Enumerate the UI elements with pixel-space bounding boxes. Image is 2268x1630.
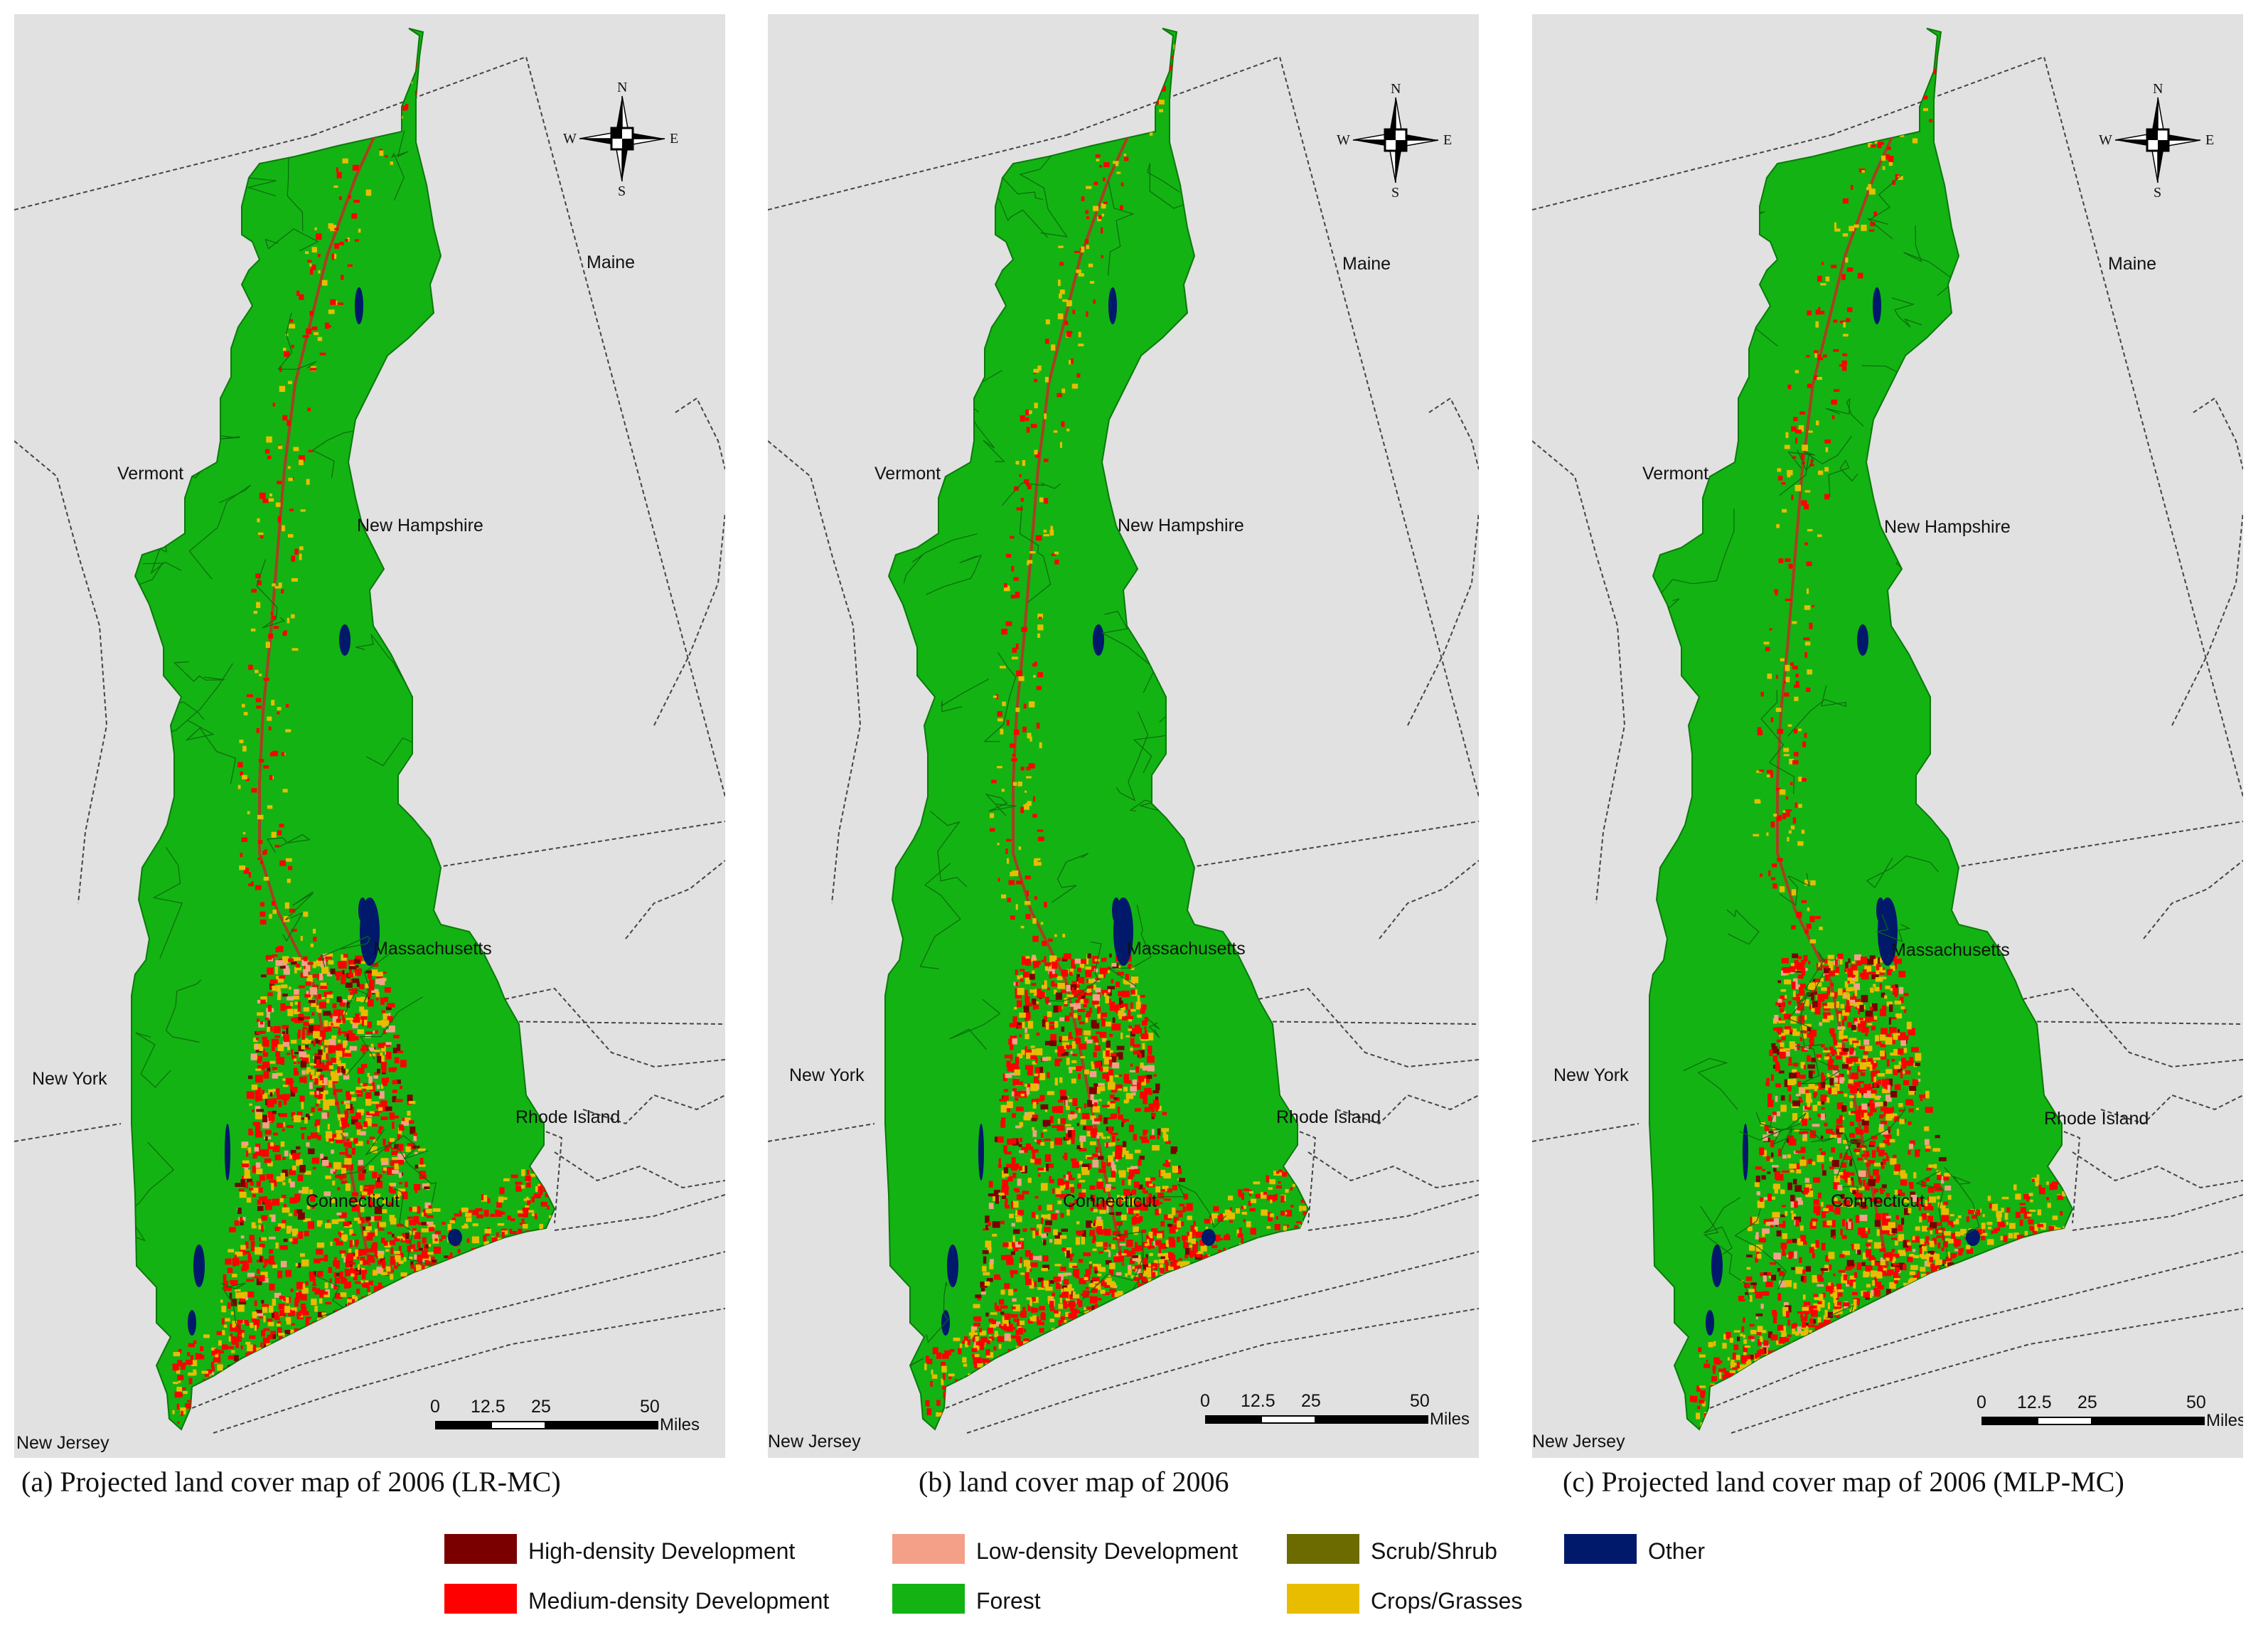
legend-label: Crops/Grasses	[1371, 1588, 1523, 1614]
label-vermont: Vermont	[1642, 464, 1709, 484]
label-rhode-island: Rhode Island	[1276, 1107, 1381, 1127]
map-panel-a: Maine Vermont New Hampshire Massachusett…	[14, 14, 725, 1458]
label-massachusetts: Massachusetts	[1891, 940, 2010, 960]
label-new-jersey: New Jersey	[16, 1433, 109, 1453]
caption-panel-a: (a) Projected land cover map of 2006 (LR…	[21, 1466, 561, 1498]
compass-west: W	[2099, 132, 2112, 148]
compass-north: N	[617, 80, 628, 95]
compass-east: E	[670, 131, 679, 147]
compass-south: S	[618, 183, 626, 199]
legend-label: Other	[1648, 1538, 1706, 1564]
scale-tick-0: 0	[430, 1397, 440, 1417]
label-vermont: Vermont	[117, 464, 184, 484]
scale-tick-25: 25	[531, 1397, 551, 1417]
scale-tick-50: 50	[640, 1397, 660, 1417]
compass-west: W	[563, 131, 577, 147]
legend-swatch	[892, 1584, 965, 1614]
scale-bar: 0 12.5 25 50 Miles	[1977, 1392, 2243, 1435]
scale-bar: 0 12.5 25 50 Miles	[1200, 1391, 1470, 1434]
label-new-york: New York	[789, 1065, 865, 1085]
legend-swatch	[892, 1534, 965, 1564]
caption-panel-b: (b) land cover map of 2006	[919, 1466, 1229, 1498]
label-connecticut: Connecticut	[1063, 1191, 1157, 1211]
label-new-hampshire: New Hampshire	[1884, 517, 2011, 537]
north-arrow-icon: N S E W	[563, 80, 679, 199]
scale-unit: Miles	[1430, 1410, 1470, 1429]
label-connecticut: Connecticut	[306, 1191, 400, 1211]
label-massachusetts: Massachusetts	[1127, 939, 1246, 959]
compass-south: S	[1391, 185, 1400, 201]
scale-tick-12-5: 12.5	[471, 1397, 506, 1417]
scale-tick-12-5: 12.5	[2017, 1392, 2052, 1412]
scale-tick-0: 0	[1200, 1391, 1210, 1411]
legend-label: Forest	[976, 1588, 1041, 1614]
scale-tick-12-5: 12.5	[1241, 1391, 1275, 1411]
label-new-york: New York	[1553, 1065, 1629, 1085]
scale-tick-25: 25	[1301, 1391, 1321, 1411]
label-rhode-island: Rhode Island	[515, 1107, 621, 1127]
compass-east: E	[1443, 132, 1453, 148]
scale-unit: Miles	[660, 1415, 700, 1434]
legend-label: Scrub/Shrub	[1371, 1538, 1497, 1564]
scale-tick-50: 50	[2186, 1392, 2206, 1412]
legend-swatch	[444, 1584, 517, 1614]
legend-swatch	[1287, 1584, 1359, 1614]
scale-tick-0: 0	[1977, 1392, 1986, 1412]
map-panel-b: Maine Vermont New Hampshire Massachusett…	[768, 14, 1479, 1458]
scale-unit: Miles	[2206, 1411, 2243, 1430]
label-new-jersey: New Jersey	[1532, 1432, 1625, 1451]
scale-tick-50: 50	[1410, 1391, 1430, 1411]
compass-east: E	[2205, 132, 2215, 148]
caption-panel-c: (c) Projected land cover map of 2006 (ML…	[1563, 1466, 2124, 1498]
label-new-hampshire: New Hampshire	[357, 516, 483, 536]
map-canvas	[14, 28, 725, 1434]
label-new-hampshire: New Hampshire	[1118, 516, 1244, 536]
label-connecticut: Connecticut	[1831, 1191, 1925, 1211]
north-arrow-icon: N S E W	[2099, 81, 2215, 201]
legend-swatch	[1564, 1534, 1637, 1564]
map-canvas	[1532, 28, 2243, 1434]
label-new-york: New York	[32, 1069, 107, 1089]
label-massachusetts: Massachusetts	[373, 939, 492, 959]
compass-south: S	[2154, 185, 2162, 201]
label-maine: Maine	[1342, 254, 1391, 274]
scale-bar: 0 12.5 25 50 Miles	[430, 1397, 700, 1439]
label-vermont: Vermont	[874, 464, 941, 484]
compass-north: N	[1391, 81, 1401, 97]
legend-label: Medium-density Development	[528, 1588, 830, 1614]
map-canvas	[768, 28, 1479, 1434]
map-panel-c: Maine Vermont New Hampshire Massachusett…	[1532, 14, 2243, 1458]
legend-swatch	[1287, 1534, 1359, 1564]
label-rhode-island: Rhode Island	[2044, 1109, 2149, 1129]
legend-label: Low-density Development	[976, 1538, 1239, 1564]
legend-label: High-density Development	[528, 1538, 796, 1564]
north-arrow-icon: N S E W	[1337, 81, 1453, 201]
scale-tick-25: 25	[2077, 1392, 2097, 1412]
label-new-jersey: New Jersey	[768, 1432, 861, 1451]
label-maine: Maine	[587, 252, 636, 272]
label-maine: Maine	[2108, 254, 2157, 274]
legend-swatch	[444, 1534, 517, 1564]
compass-west: W	[1337, 132, 1350, 148]
compass-north: N	[2153, 81, 2163, 97]
